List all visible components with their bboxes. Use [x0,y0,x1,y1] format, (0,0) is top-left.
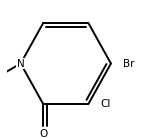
Text: O: O [39,129,47,138]
Text: Br: Br [123,59,134,69]
Text: Cl: Cl [100,99,111,109]
Text: N: N [17,59,24,69]
